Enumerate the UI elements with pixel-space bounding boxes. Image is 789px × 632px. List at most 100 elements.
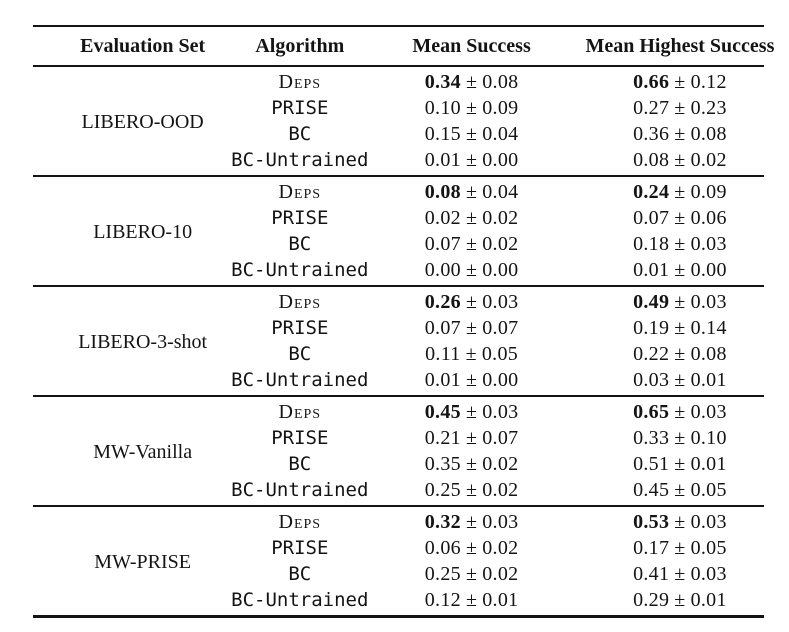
mean-success-cell: 0.07 ±0.07	[347, 315, 596, 341]
table-row: BC 0.07 ±0.02 0.18 ±0.03	[33, 231, 764, 257]
plus-minus-symbol: ±	[674, 478, 686, 501]
algorithm-cell: Deps	[252, 286, 347, 315]
algorithm-label: PRISE	[271, 317, 329, 339]
plus-minus-symbol: ±	[465, 510, 478, 533]
algorithm-label: Deps	[278, 510, 322, 533]
value: 0.19	[633, 316, 670, 339]
error-value: 0.07	[482, 426, 519, 449]
mean-success-cell: 0.12 ±0.01	[347, 587, 596, 617]
mean-highest-success-cell: 0.03 ±0.01	[596, 367, 764, 396]
algorithm-cell: BC-Untrained	[231, 257, 368, 286]
error-value: 0.09	[690, 180, 727, 203]
algorithm-label: Deps	[278, 290, 322, 313]
plus-minus-symbol: ±	[465, 96, 478, 119]
group-mw-prise: MW-PRISE Deps 0.32 ±0.03 0.53 ±0.03 PRISE 0.06 ±…	[33, 506, 764, 617]
mean-highest-success-cell: 0.22 ±0.08	[596, 341, 764, 367]
error-value: 0.05	[690, 536, 727, 559]
table-row: LIBERO-OOD Deps 0.34 ±0.08 0.66 ±0.12	[33, 66, 764, 133]
value: 0.32	[424, 510, 461, 533]
error-value: 0.03	[690, 290, 727, 313]
algorithm-label: BC	[288, 343, 312, 365]
plus-minus-symbol: ±	[674, 122, 686, 145]
plus-minus-symbol: ±	[465, 148, 478, 171]
plus-minus-symbol: ±	[465, 70, 478, 93]
algorithm-cell: BC-Untrained	[231, 587, 368, 617]
column-header-algorithm: Algorithm	[252, 26, 347, 66]
plus-minus-symbol: ±	[674, 258, 686, 281]
error-value: 0.05	[690, 478, 727, 501]
table-row: PRISE 0.02 ±0.02 0.07 ±0.06	[33, 205, 764, 231]
algorithm-label: BC-Untrained	[231, 479, 369, 501]
plus-minus-symbol: ±	[465, 180, 478, 203]
plus-minus-symbol: ±	[465, 452, 478, 475]
error-value: 0.08	[690, 122, 727, 145]
algorithm-label: BC-Untrained	[231, 589, 369, 611]
mean-highest-success-cell: 0.36 ±0.08	[596, 121, 764, 147]
value: 0.17	[633, 536, 670, 559]
mean-highest-success-cell: 0.27 ±0.23	[596, 95, 764, 121]
value: 0.07	[424, 232, 461, 255]
error-value: 0.08	[482, 70, 519, 93]
value: 0.49	[633, 290, 670, 313]
value: 0.15	[424, 122, 461, 145]
plus-minus-symbol: ±	[674, 148, 686, 171]
mean-highest-success-cell: 0.51 ±0.01	[596, 451, 764, 477]
plus-minus-symbol: ±	[674, 452, 686, 475]
algorithm-label: BC	[288, 123, 312, 145]
algorithm-label: PRISE	[271, 97, 329, 119]
error-value: 0.06	[690, 206, 727, 229]
error-value: 0.02	[482, 206, 519, 229]
evaluation-set-cell: LIBERO-3-shot	[33, 286, 252, 396]
table-row: PRISE 0.07 ±0.07 0.19 ±0.14	[33, 315, 764, 341]
group-mw-vanilla: MW-Vanilla Deps 0.45 ±0.03 0.65 ±0.03 PRISE 0.2…	[33, 396, 764, 506]
algorithm-cell: PRISE	[252, 205, 347, 231]
table-row: BC-Untrained 0.25 ±0.02 0.45 ±0.05	[33, 477, 764, 506]
plus-minus-symbol: ±	[674, 342, 686, 365]
algorithm-cell: Deps	[252, 66, 347, 95]
plus-minus-symbol: ±	[674, 426, 686, 449]
evaluation-set-label: MW-Vanilla	[93, 440, 193, 463]
value: 0.18	[633, 232, 670, 255]
mean-success-cell: 0.10 ±0.09	[347, 95, 596, 121]
algorithm-label: Deps	[278, 180, 322, 203]
algorithm-label: Deps	[278, 70, 322, 93]
error-value: 0.00	[482, 258, 519, 281]
plus-minus-symbol: ±	[465, 368, 478, 391]
column-header-label: Evaluation Set	[80, 34, 206, 57]
value: 0.06	[424, 536, 461, 559]
algorithm-cell: BC	[252, 341, 347, 367]
table-row: BC 0.11 ±0.05 0.22 ±0.08	[33, 341, 764, 367]
plus-minus-symbol: ±	[674, 232, 686, 255]
error-value: 0.01	[690, 452, 727, 475]
mean-success-cell: 0.25 ±0.02	[347, 477, 596, 506]
algorithm-cell: BC	[252, 451, 347, 477]
mean-highest-success-cell: 0.29 ±0.01	[596, 587, 764, 617]
value: 0.26	[424, 290, 461, 313]
plus-minus-symbol: ±	[465, 342, 477, 365]
error-value: 0.02	[482, 478, 519, 501]
mean-success-cell: 0.02 ±0.02	[347, 205, 596, 231]
algorithm-cell: Deps	[252, 176, 347, 205]
error-value: 0.03	[482, 400, 519, 423]
algorithm-cell: PRISE	[252, 315, 347, 341]
algorithm-label: Deps	[278, 400, 322, 423]
mean-success-cell: 0.25 ±0.02	[347, 561, 596, 587]
table-row: BC 0.15 ±0.04 0.36 ±0.08	[33, 121, 764, 147]
algorithm-label: BC-Untrained	[231, 259, 369, 281]
mean-success-cell: 0.06 ±0.02	[347, 535, 596, 561]
mean-highest-success-cell: 0.66 ±0.12	[596, 66, 764, 95]
algorithm-cell: BC-Untrained	[231, 147, 368, 176]
plus-minus-symbol: ±	[465, 258, 478, 281]
value: 0.00	[424, 258, 461, 281]
mean-highest-success-cell: 0.08 ±0.02	[596, 147, 764, 176]
algorithm-cell: BC	[252, 561, 347, 587]
value: 0.07	[424, 316, 461, 339]
error-value: 0.03	[690, 232, 727, 255]
plus-minus-symbol: ±	[674, 290, 686, 313]
header-row: Evaluation Set Algorithm Mean Success Me…	[33, 26, 774, 66]
plus-minus-symbol: ±	[674, 206, 686, 229]
plus-minus-symbol: ±	[674, 368, 686, 391]
algorithm-cell: Deps	[252, 506, 347, 535]
value: 0.36	[633, 122, 670, 145]
mean-highest-success-cell: 0.33 ±0.10	[596, 425, 764, 451]
